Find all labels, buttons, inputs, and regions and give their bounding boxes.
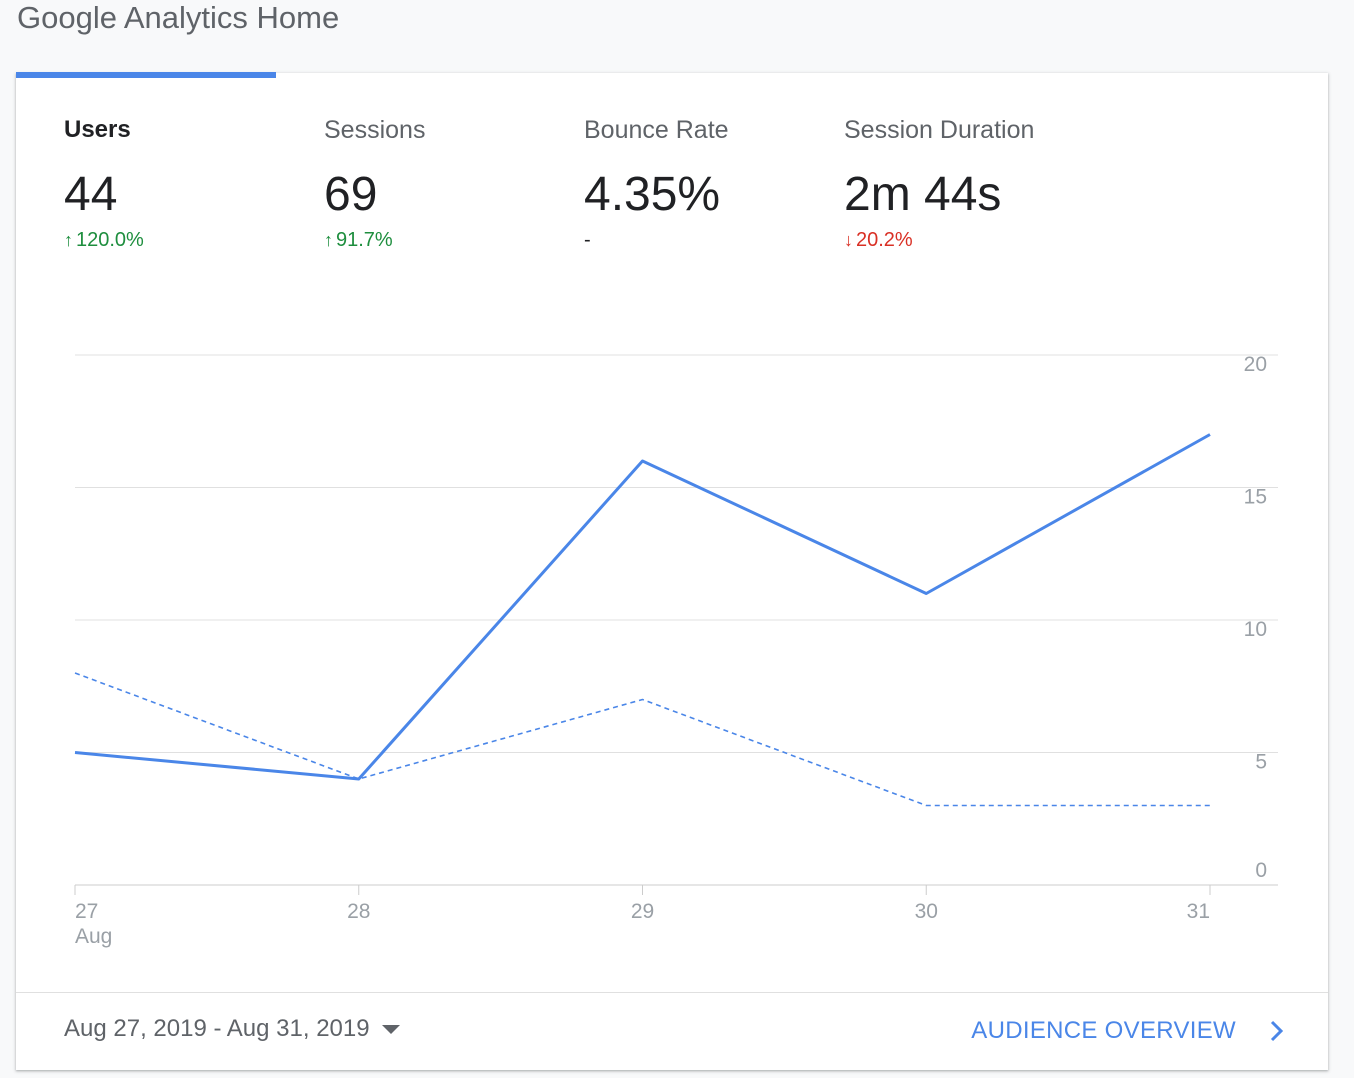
- x-tick-label: 27: [75, 900, 98, 923]
- footer-divider: [16, 992, 1328, 993]
- metric-value: 69: [324, 168, 378, 221]
- previous-period-line: [74, 672, 1210, 807]
- metric-value: 4.35%: [584, 168, 721, 221]
- metric-label: Bounce Rate: [584, 116, 729, 144]
- x-tick-label: 31: [1187, 900, 1210, 923]
- metric-delta-value: 120.0%: [76, 229, 144, 251]
- date-range-label: Aug 27, 2019 - Aug 31, 2019: [64, 1015, 370, 1042]
- x-tick-label: 30: [915, 900, 938, 923]
- y-tick-label: 10: [1244, 618, 1267, 641]
- metric-label: Users: [64, 116, 131, 143]
- metric-delta: ↓ 20.2%: [844, 227, 1094, 253]
- current-period-line: [74, 433, 1211, 781]
- x-tick-label: 29: [631, 900, 654, 923]
- metric-tab-bounce-rate[interactable]: Bounce Rate 4.35% -: [584, 113, 834, 253]
- metric-tab-users[interactable]: Users 44 ↑ 120.0%: [64, 113, 314, 253]
- users-line-chart: 0 5 10 15 20 27 28 29 30 31 Aug: [16, 343, 1328, 963]
- metric-delta-value: 20.2%: [856, 229, 913, 251]
- page-title: Google Analytics Home: [17, 0, 340, 35]
- metric-delta: ↑ 91.7%: [324, 227, 574, 253]
- arrow-up-icon: ↑: [324, 230, 333, 250]
- metric-delta: ↑ 120.0%: [64, 227, 314, 253]
- active-tab-indicator: [16, 72, 276, 78]
- x-tick-label: 28: [347, 900, 370, 923]
- metric-delta-value: -: [584, 229, 591, 251]
- metric-value: 44: [64, 168, 118, 221]
- chart-svg: 0 5 10 15 20 27 28 29 30 31 Aug: [74, 353, 1278, 948]
- y-tick-label: 0: [1255, 859, 1267, 882]
- metric-label: Session Duration: [844, 116, 1035, 144]
- metric-tab-sessions[interactable]: Sessions 69 ↑ 91.7%: [324, 113, 574, 253]
- y-tick-label: 5: [1255, 751, 1267, 774]
- arrow-up-icon: ↑: [64, 230, 73, 250]
- audience-overview-label: AUDIENCE OVERVIEW: [971, 1017, 1236, 1044]
- y-tick-label: 20: [1244, 353, 1267, 376]
- chevron-right-icon: [1270, 1020, 1284, 1042]
- x-tick-sublabel: Aug: [75, 925, 112, 948]
- caret-down-icon: [381, 1024, 400, 1034]
- arrow-down-icon: ↓: [844, 230, 853, 250]
- metric-value: 2m 44s: [844, 168, 1002, 221]
- metric-tab-session-duration[interactable]: Session Duration 2m 44s ↓ 20.2%: [844, 113, 1094, 253]
- metric-label: Sessions: [324, 116, 426, 144]
- y-tick-label: 15: [1244, 486, 1267, 509]
- analytics-card: Users 44 ↑ 120.0% Sessions 69 ↑ 91.7% Bo…: [16, 72, 1328, 1070]
- metric-delta-value: 91.7%: [336, 229, 393, 251]
- audience-overview-link[interactable]: AUDIENCE OVERVIEW: [971, 1017, 1288, 1045]
- metric-delta: -: [584, 227, 834, 253]
- date-range-selector[interactable]: Aug 27, 2019 - Aug 31, 2019: [64, 1015, 400, 1043]
